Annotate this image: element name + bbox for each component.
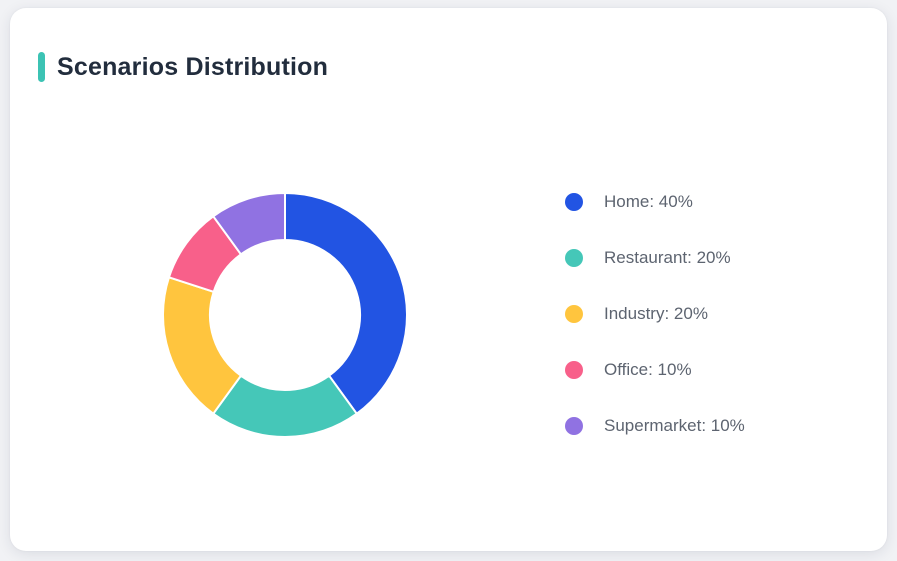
donut-segment-home[interactable] [284,192,408,415]
card-header: Scenarios Distribution [38,52,328,82]
donut-segment-industry[interactable] [162,276,242,415]
donut-segment-supermarket[interactable] [212,192,286,256]
donut-chart[interactable] [135,165,435,465]
legend-marker-icon [565,193,583,211]
chart-legend: Home: 40% Restaurant: 20% Industry: 20% … [565,190,745,438]
legend-marker-icon [565,417,583,435]
legend-marker-icon [565,249,583,267]
legend-marker-icon [565,305,583,323]
legend-label: Supermarket: 10% [604,416,745,435]
legend-label: Industry: 20% [604,304,708,323]
legend-item-supermarket[interactable]: Supermarket: 10% [565,414,745,438]
donut-chart-area [135,165,435,465]
legend-item-restaurant[interactable]: Restaurant: 20% [565,246,745,270]
legend-label: Office: 10% [604,360,692,379]
title-accent-bar [38,52,45,82]
legend-item-home[interactable]: Home: 40% [565,190,745,214]
card-title: Scenarios Distribution [57,53,329,81]
scenarios-distribution-card: Scenarios Distribution Home: 40% Restaur… [10,8,887,551]
legend-label: Home: 40% [604,192,693,211]
legend-item-office[interactable]: Office: 10% [565,358,745,382]
legend-marker-icon [565,361,583,379]
legend-item-industry[interactable]: Industry: 20% [565,302,745,326]
legend-label: Restaurant: 20% [604,248,731,267]
